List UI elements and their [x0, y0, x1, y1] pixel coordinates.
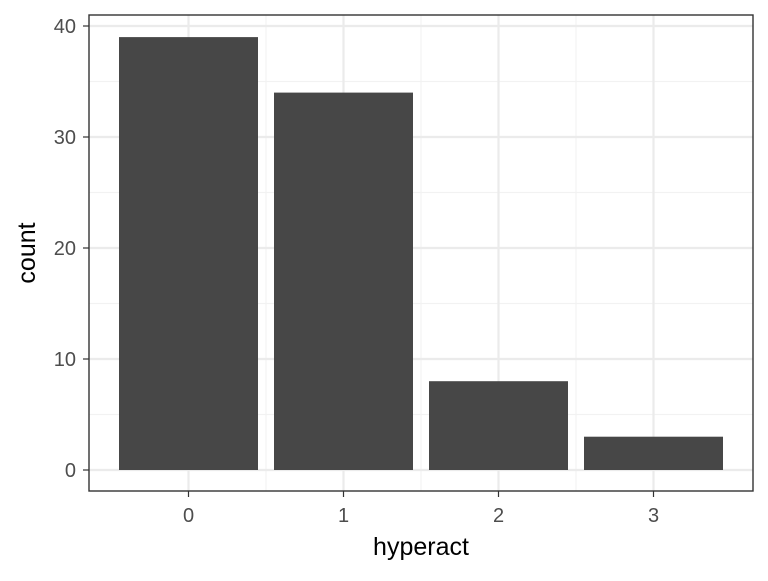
- y-axis: 0 10 20 30 40: [54, 16, 89, 482]
- x-tick-label: 2: [493, 505, 504, 527]
- x-tick-label: 1: [338, 505, 349, 527]
- y-tick-label: 40: [54, 16, 76, 38]
- bar: [119, 37, 258, 470]
- bar: [584, 436, 723, 470]
- bar: [429, 381, 568, 470]
- bar: [274, 92, 413, 470]
- y-axis-title: count: [13, 222, 41, 283]
- y-tick-label: 20: [54, 238, 76, 260]
- x-axis-title: hyperact: [373, 533, 469, 561]
- y-tick-label: 30: [54, 127, 76, 149]
- y-tick-label: 10: [54, 349, 76, 371]
- panel-border: [88, 14, 754, 492]
- x-tick-label: 0: [183, 505, 194, 527]
- y-tick-label: 0: [65, 460, 76, 482]
- x-tick-label: 3: [648, 505, 659, 527]
- x-axis: 0 1 2 3: [183, 491, 659, 527]
- bars: [119, 37, 723, 470]
